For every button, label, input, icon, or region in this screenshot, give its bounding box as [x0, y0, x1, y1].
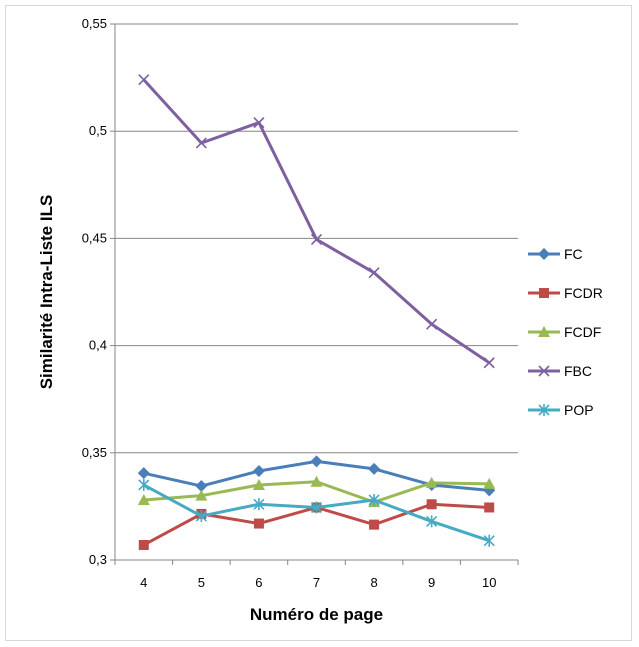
legend-marker-fcdf — [538, 326, 550, 337]
data-point-pop — [426, 515, 438, 528]
data-point-fc — [137, 467, 150, 480]
legend-marker-fcdr — [539, 288, 549, 298]
data-point-pop — [195, 510, 207, 523]
legend-label-fcdf: FCDF — [564, 324, 601, 340]
legend-item-fcdr: FCDR — [528, 285, 603, 301]
legend: FC FCDR FCDF FBC POP — [528, 246, 603, 418]
data-point-pop — [483, 534, 495, 547]
data-point-pop — [138, 478, 150, 491]
data-point-fcdr — [369, 519, 380, 530]
data-point-fcdr — [484, 502, 495, 513]
x-tick-label: 10 — [482, 575, 496, 590]
y-tick-label: 0,45 — [82, 230, 107, 245]
data-point-fcdf — [483, 477, 496, 489]
y-tick-label: 0,35 — [82, 445, 107, 460]
data-point-fbc — [426, 318, 438, 330]
x-tick-label: 7 — [313, 575, 320, 590]
x-axis-title: Numéro de page — [250, 605, 383, 624]
data-point-fbc — [195, 137, 207, 149]
data-point-fc — [252, 465, 265, 478]
x-tick-label: 4 — [140, 575, 147, 590]
legend-marker-fc — [538, 248, 550, 260]
data-point-fbc — [368, 267, 380, 279]
gridlines — [115, 23, 518, 454]
legend-label-fbc: FBC — [564, 363, 592, 379]
y-tick-label: 0,4 — [89, 338, 107, 353]
legend-item-fcdf: FCDF — [528, 324, 601, 340]
y-axis-title: Similarité Intra-Liste ILS — [37, 195, 56, 390]
data-point-fcdf — [137, 493, 150, 505]
y-tick-label: 0,3 — [89, 552, 107, 567]
x-tick-label: 5 — [198, 575, 205, 590]
series-pop — [138, 478, 495, 547]
series-fcdf — [137, 475, 496, 508]
y-tick-labels: 0,3 0,35 0,4 0,45 0,5 0,55 — [82, 16, 107, 567]
data-point-fcdr — [138, 539, 149, 550]
data-point-fcdf — [195, 489, 208, 501]
data-point-fcdf — [252, 478, 265, 490]
legend-marker-fbc — [538, 365, 550, 377]
legend-label-pop: POP — [564, 402, 594, 418]
data-point-fbc — [310, 233, 323, 246]
chart-frame — [5, 5, 632, 641]
data-point-pop — [253, 498, 265, 511]
data-point-fbc — [483, 357, 495, 369]
data-point-fc — [310, 455, 323, 468]
y-tick-label: 0,5 — [89, 123, 107, 138]
y-tick-label: 0,55 — [82, 16, 107, 31]
data-point-fcdr — [253, 518, 264, 529]
series-line-fbc — [142, 78, 491, 364]
series-lines — [137, 74, 496, 550]
x-tick-label: 6 — [255, 575, 262, 590]
x-tick-labels: 4 5 6 7 8 9 10 — [140, 575, 496, 590]
x-tick-label: 8 — [370, 575, 377, 590]
axes — [110, 23, 519, 565]
data-point-fc — [195, 480, 208, 493]
legend-label-fcdr: FCDR — [564, 285, 603, 301]
legend-item-fbc: FBC — [528, 363, 592, 379]
legend-marker-pop — [538, 404, 550, 416]
data-point-fbc — [138, 74, 150, 86]
data-point-pop — [310, 501, 323, 514]
legend-item-pop: POP — [528, 402, 594, 418]
data-point-fcdf — [310, 475, 323, 487]
data-point-pop — [368, 493, 380, 506]
legend-label-fc: FC — [564, 246, 583, 262]
x-tick-label: 9 — [428, 575, 435, 590]
data-point-fbc — [253, 117, 265, 129]
data-point-fc — [368, 462, 381, 475]
data-point-fcdr — [426, 499, 437, 510]
legend-item-fc: FC — [528, 246, 583, 262]
data-point-fcdf — [425, 476, 438, 488]
series-fbc — [138, 74, 495, 369]
